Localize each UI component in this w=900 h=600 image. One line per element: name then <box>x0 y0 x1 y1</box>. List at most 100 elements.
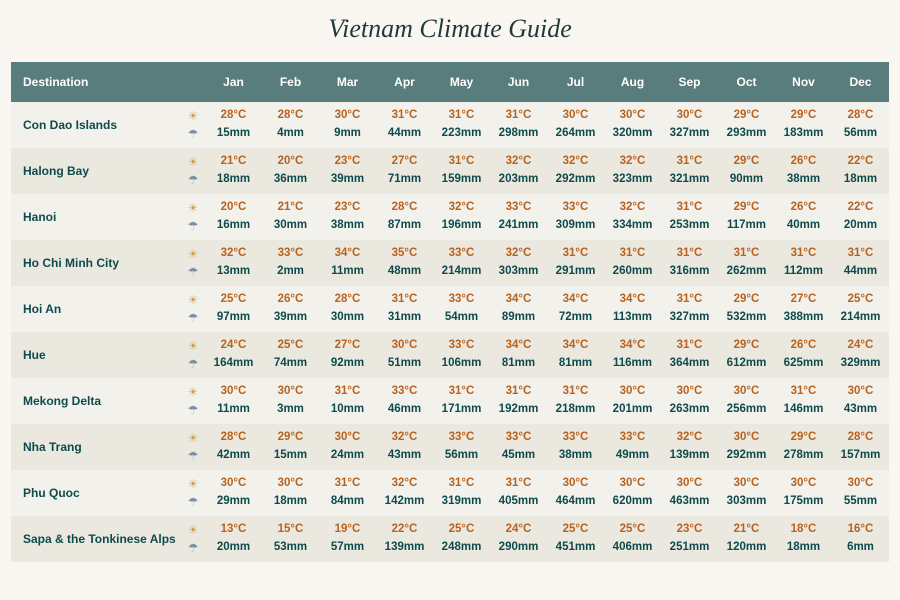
rain-value: 625mm <box>775 355 832 373</box>
month-cell: 27°C388mm <box>775 286 832 332</box>
month-cell: 29°C15mm <box>262 424 319 470</box>
rain-value: 3mm <box>262 401 319 419</box>
col-header-apr: Apr <box>376 75 433 89</box>
rain-value: 57mm <box>319 539 376 557</box>
temp-value: 32°C <box>433 199 490 217</box>
temp-value: 30°C <box>661 107 718 125</box>
temp-value: 30°C <box>547 107 604 125</box>
month-cell: 33°C214mm <box>433 240 490 286</box>
temp-value: 20°C <box>205 199 262 217</box>
temp-value: 32°C <box>604 199 661 217</box>
month-cell: 31°C112mm <box>775 240 832 286</box>
destination-cell: Hanoi <box>11 194 181 240</box>
page-title: Vietnam Climate Guide <box>0 0 900 62</box>
month-cell: 30°C464mm <box>547 470 604 516</box>
rain-value: 72mm <box>547 309 604 327</box>
temp-value: 25°C <box>547 521 604 539</box>
month-cell: 33°C46mm <box>376 378 433 424</box>
rain-value: 11mm <box>205 401 262 419</box>
rain-value: 56mm <box>433 447 490 465</box>
month-cell: 26°C38mm <box>775 148 832 194</box>
month-cell: 24°C329mm <box>832 332 889 378</box>
month-cell: 30°C43mm <box>832 378 889 424</box>
rain-value: 113mm <box>604 309 661 327</box>
temp-value: 31°C <box>490 107 547 125</box>
table-row: Hue☀☂24°C164mm25°C74mm27°C92mm30°C51mm33… <box>11 332 889 378</box>
month-cell: 22°C139mm <box>376 516 433 562</box>
month-cell: 32°C43mm <box>376 424 433 470</box>
month-cell: 30°C29mm <box>205 470 262 516</box>
rain-value: 74mm <box>262 355 319 373</box>
month-cell: 31°C364mm <box>661 332 718 378</box>
month-cell: 31°C44mm <box>376 102 433 148</box>
month-cell: 30°C263mm <box>661 378 718 424</box>
temp-value: 29°C <box>718 337 775 355</box>
col-header-nov: Nov <box>775 75 832 89</box>
month-cell: 30°C292mm <box>718 424 775 470</box>
temp-value: 13°C <box>205 521 262 539</box>
month-cell: 32°C323mm <box>604 148 661 194</box>
temp-value: 25°C <box>205 291 262 309</box>
month-cell: 33°C38mm <box>547 424 604 470</box>
month-cell: 30°C3mm <box>262 378 319 424</box>
destination-cell: Sapa & the Tonkinese Alps <box>11 516 181 562</box>
rain-value: 278mm <box>775 447 832 465</box>
month-cell: 30°C18mm <box>262 470 319 516</box>
sun-icon: ☀ <box>188 110 199 122</box>
temp-value: 30°C <box>319 107 376 125</box>
rain-value: 620mm <box>604 493 661 511</box>
temp-value: 33°C <box>376 383 433 401</box>
temp-value: 33°C <box>490 429 547 447</box>
rain-value: 44mm <box>832 263 889 281</box>
temp-value: 34°C <box>604 291 661 309</box>
rain-icon: ☂ <box>188 496 199 508</box>
destination-cell: Mekong Delta <box>11 378 181 424</box>
temp-value: 30°C <box>832 475 889 493</box>
rain-value: 303mm <box>490 263 547 281</box>
month-cell: 23°C251mm <box>661 516 718 562</box>
rain-value: 38mm <box>775 171 832 189</box>
month-cell: 30°C256mm <box>718 378 775 424</box>
month-cell: 30°C327mm <box>661 102 718 148</box>
month-cell: 32°C13mm <box>205 240 262 286</box>
rain-value: 24mm <box>319 447 376 465</box>
month-cell: 29°C612mm <box>718 332 775 378</box>
month-cell: 28°C15mm <box>205 102 262 148</box>
temp-value: 29°C <box>718 107 775 125</box>
temp-value: 28°C <box>832 107 889 125</box>
temp-value: 22°C <box>832 199 889 217</box>
month-cell: 31°C223mm <box>433 102 490 148</box>
temp-value: 30°C <box>718 383 775 401</box>
rain-value: 87mm <box>376 217 433 235</box>
temp-value: 24°C <box>205 337 262 355</box>
temp-value: 31°C <box>661 245 718 263</box>
month-cell: 33°C241mm <box>490 194 547 240</box>
temp-value: 30°C <box>775 475 832 493</box>
month-cell: 20°C36mm <box>262 148 319 194</box>
rain-value: 157mm <box>832 447 889 465</box>
month-cell: 13°C20mm <box>205 516 262 562</box>
month-cell: 26°C40mm <box>775 194 832 240</box>
rain-value: 42mm <box>205 447 262 465</box>
month-cell: 18°C18mm <box>775 516 832 562</box>
temp-value: 30°C <box>661 383 718 401</box>
sun-icon: ☀ <box>188 156 199 168</box>
temp-value: 33°C <box>490 199 547 217</box>
temp-value: 25°C <box>433 521 490 539</box>
temp-value: 31°C <box>547 245 604 263</box>
temp-value: 34°C <box>547 291 604 309</box>
month-cell: 33°C49mm <box>604 424 661 470</box>
rain-value: 139mm <box>376 539 433 557</box>
month-cell: 31°C192mm <box>490 378 547 424</box>
temp-value: 31°C <box>661 199 718 217</box>
temp-value: 28°C <box>319 291 376 309</box>
rain-value: 38mm <box>547 447 604 465</box>
rain-value: 43mm <box>832 401 889 419</box>
month-cell: 30°C24mm <box>319 424 376 470</box>
temp-value: 29°C <box>775 107 832 125</box>
temp-value: 23°C <box>319 199 376 217</box>
rain-value: 39mm <box>319 171 376 189</box>
month-cell: 27°C71mm <box>376 148 433 194</box>
col-header-dec: Dec <box>832 75 889 89</box>
temp-value: 33°C <box>433 337 490 355</box>
